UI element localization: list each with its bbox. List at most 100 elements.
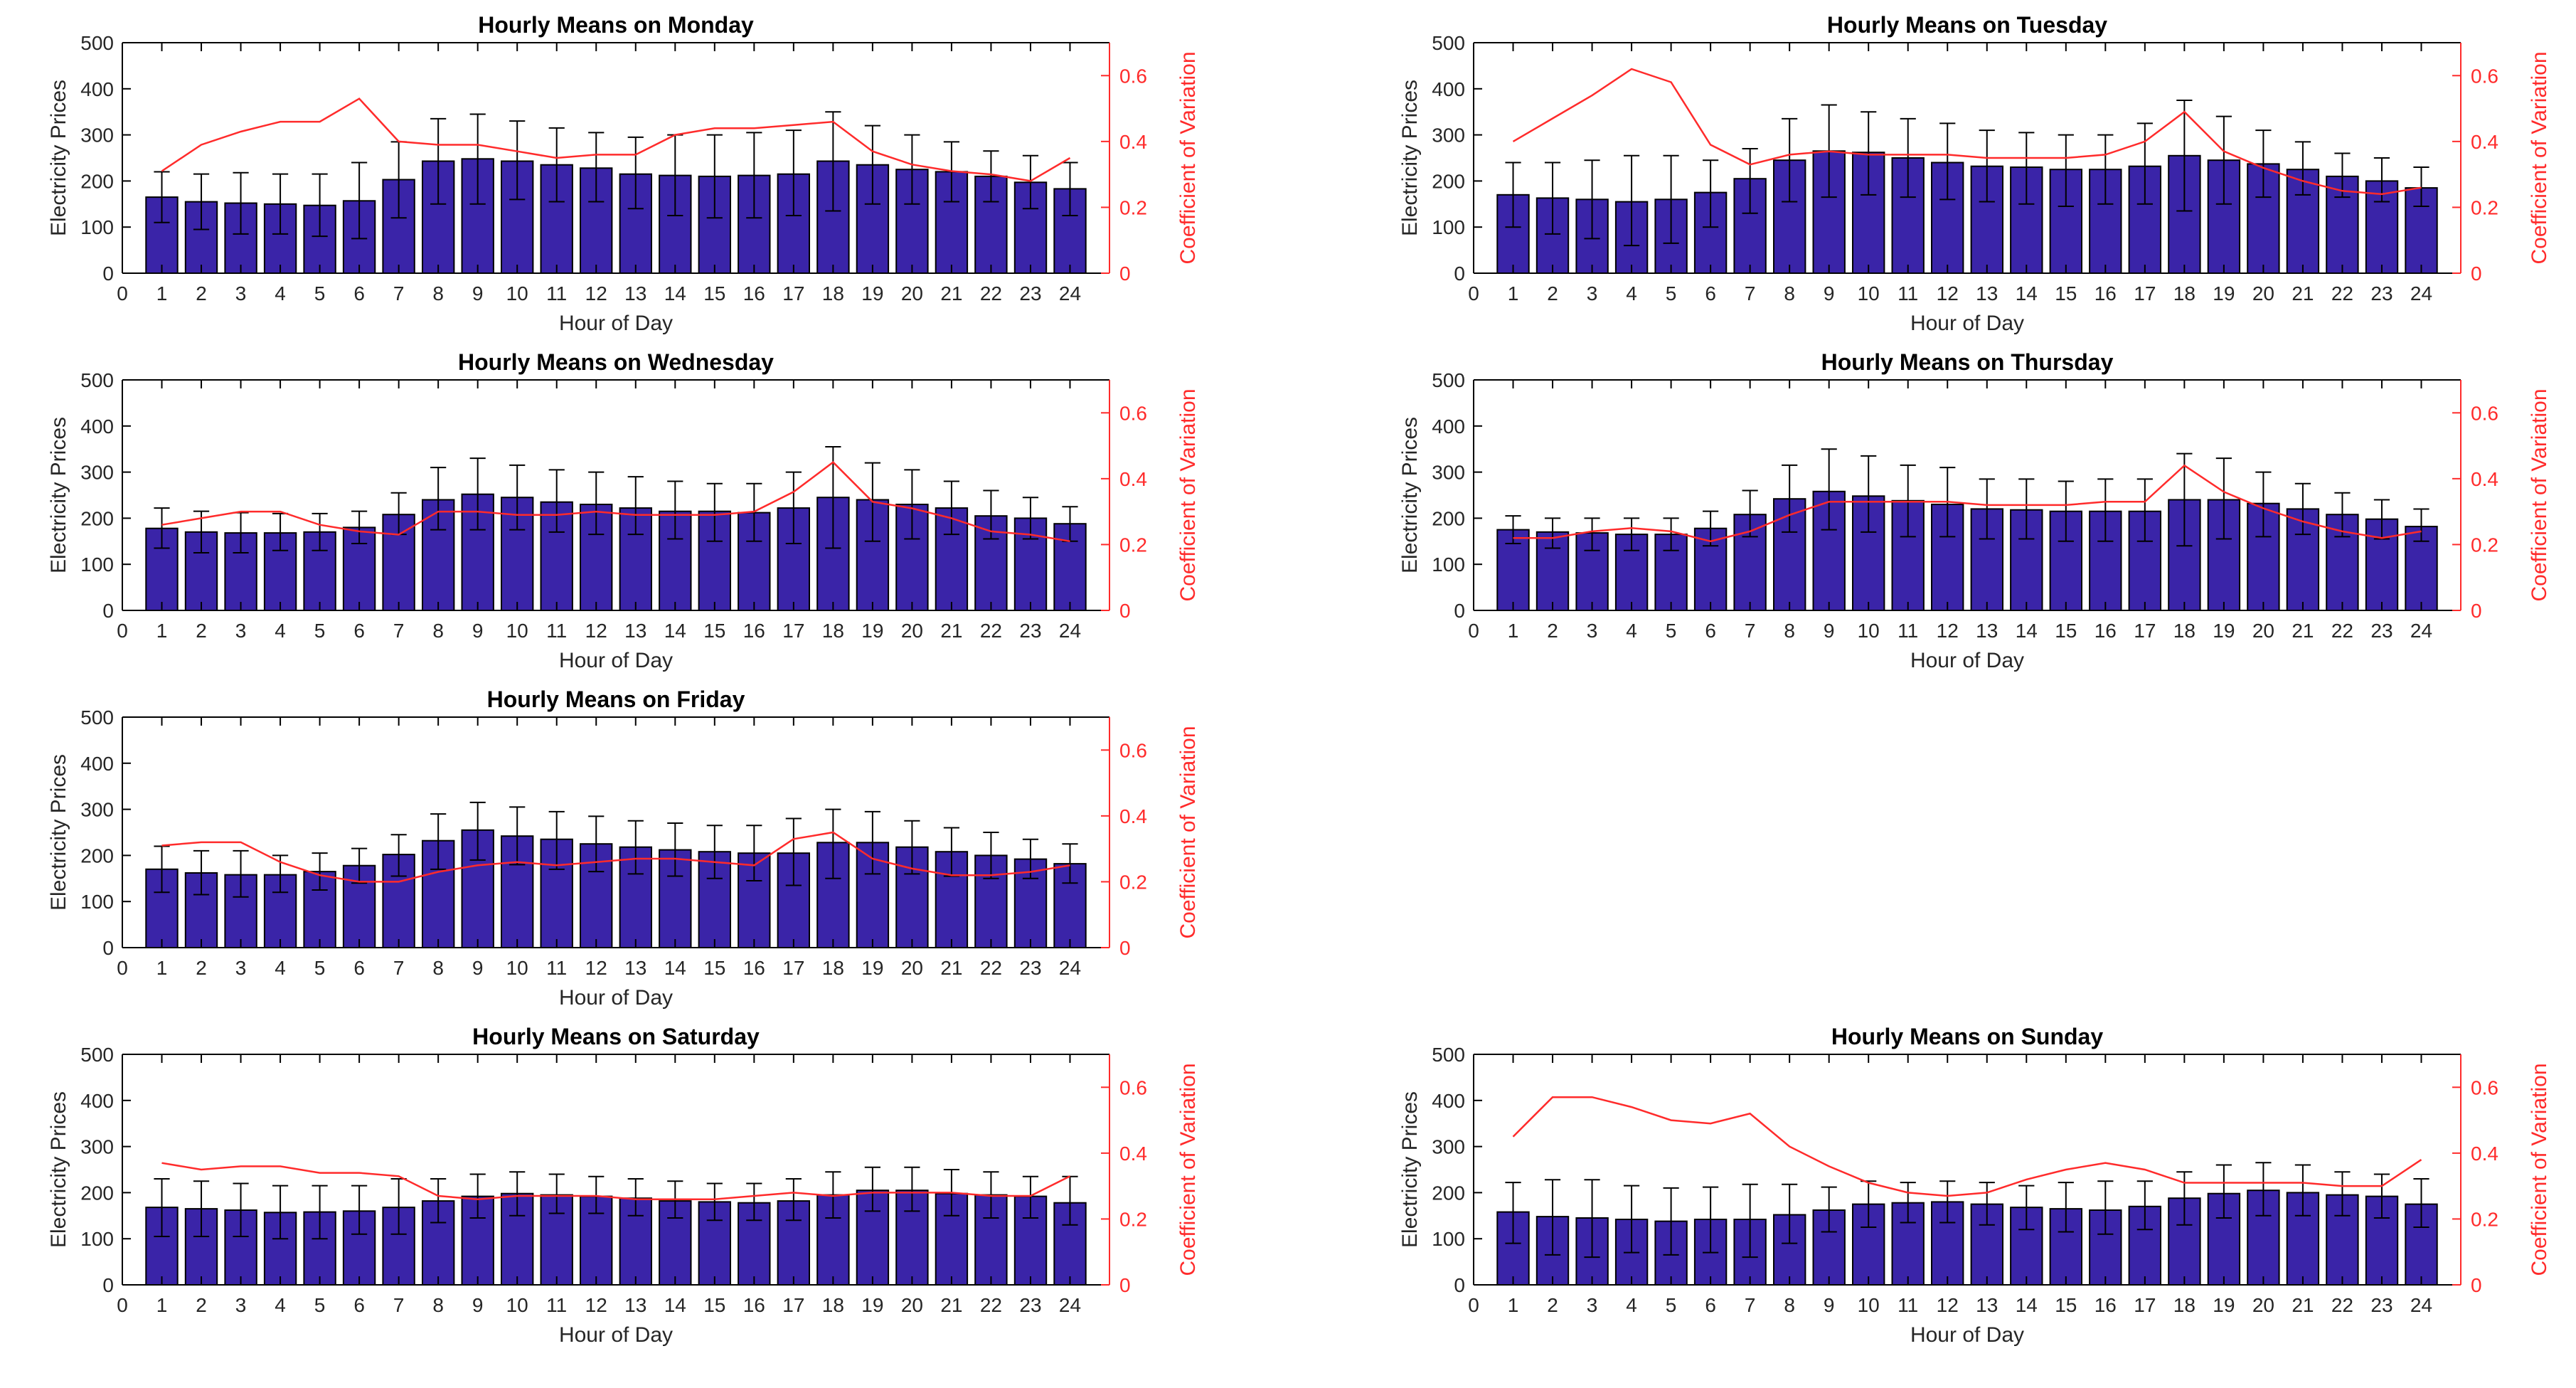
x-tick-label: 2 [196, 1294, 207, 1316]
x-tick-label: 23 [2370, 620, 2393, 642]
x-tick-label: 9 [472, 1294, 484, 1316]
cv-line [1512, 68, 2422, 196]
x-tick-label: 11 [1898, 620, 1918, 642]
y-tick-label-left: 200 [1432, 170, 1465, 192]
x-tick-label: 14 [664, 282, 686, 304]
error-bar [312, 1185, 328, 1240]
x-tick-label: 9 [1824, 620, 1835, 642]
cv-line [161, 97, 1071, 182]
x-tick-label: 20 [2252, 1294, 2274, 1316]
y-tick-label-right: 0 [1119, 600, 1131, 622]
error-bar [2176, 452, 2193, 547]
error-bar [2136, 122, 2153, 205]
x-tick-label: 7 [393, 957, 405, 979]
error-bar [627, 476, 644, 536]
y-tick-label-right: 0.6 [2471, 402, 2498, 424]
x-tick-label: 20 [2252, 620, 2274, 642]
y-tick-label-left: 500 [1432, 1044, 1465, 1066]
y-tick-label-left: 300 [80, 125, 114, 147]
x-tick-label: 9 [1824, 282, 1835, 304]
error-bar [627, 1177, 644, 1217]
error-bar [430, 467, 447, 531]
error-bar [233, 1182, 249, 1237]
y-tick-label-left: 200 [80, 170, 114, 192]
error-bar [1623, 1185, 1640, 1254]
y-tick-label-left: 400 [1432, 415, 1465, 438]
x-tick-label: 12 [585, 282, 607, 304]
y-tick-label-left: 0 [102, 600, 114, 622]
y-tick-label-left: 200 [1432, 507, 1465, 529]
error-bar [785, 129, 802, 216]
y-tick-label-left: 300 [80, 462, 114, 484]
x-tick-label: 20 [901, 620, 923, 642]
error-bar [588, 132, 605, 203]
error-bar [351, 161, 368, 240]
error-bar [312, 173, 328, 238]
x-tick-label: 16 [2095, 1294, 2117, 1316]
x-tick-label: 7 [1745, 282, 1756, 304]
x-tick-label: 7 [1745, 1294, 1756, 1316]
x-tick-label: 6 [353, 1294, 365, 1316]
chart-thursday: 0 1 2 3 4 5 6 7 8 9 10 11 12 13 14 15 16 17 18 19 20 21 22 23 24… [1398, 349, 2551, 672]
x-tick-label: 8 [432, 1294, 444, 1316]
x-tick-label: 1 [1508, 282, 1519, 304]
x-tick-label: 14 [2016, 282, 2038, 304]
error-bar [983, 150, 999, 203]
x-tick-label: 23 [2370, 282, 2393, 304]
y-tick-label-left: 400 [80, 78, 114, 100]
error-bar [390, 834, 407, 877]
error-bar [825, 445, 841, 549]
x-tick-label: 5 [314, 1294, 326, 1316]
x-tick-label: 3 [1587, 620, 1598, 642]
y-tick-label-left: 200 [1432, 1182, 1465, 1204]
x-tick-label: 19 [861, 957, 883, 979]
x-tick-label: 23 [2370, 1294, 2393, 1316]
error-bar [667, 480, 683, 540]
error-bar [588, 471, 605, 536]
x-tick-label: 3 [1587, 1294, 1598, 1316]
error-bars [1505, 100, 2429, 247]
x-tick-label: 4 [1626, 1294, 1637, 1316]
error-bar [548, 810, 565, 870]
error-bar [706, 482, 723, 542]
x-tick-label: 5 [314, 957, 326, 979]
error-bar [2018, 478, 2035, 540]
y-axis-label-right: Coefficient of Variation [2528, 51, 2551, 264]
x-tick-label: 6 [1705, 282, 1716, 304]
x-tick-label: 1 [1508, 1294, 1519, 1316]
error-bar [548, 1173, 565, 1214]
y-axis-label-right: Coefficient of Variation [2528, 1063, 2551, 1276]
x-tick-label: 7 [393, 620, 405, 642]
error-bar [1062, 161, 1078, 216]
error-bar [864, 125, 880, 205]
error-bar [1663, 517, 1679, 551]
error-bar [2058, 1182, 2074, 1233]
error-bars [154, 801, 1078, 898]
x-tick-label: 13 [624, 282, 646, 304]
error-bar [2294, 141, 2311, 196]
x-tick-label: 5 [1666, 620, 1677, 642]
y-axis-label-left: Electricity Prices [47, 417, 70, 573]
y-tick-label-left: 0 [1454, 1274, 1465, 1296]
error-bar [272, 1185, 289, 1240]
error-bar [1022, 154, 1039, 210]
x-tick-label: 4 [275, 620, 286, 642]
error-bar [312, 852, 328, 891]
x-tick-label: 13 [624, 957, 646, 979]
error-bar [233, 849, 249, 898]
error-bar [193, 849, 210, 896]
error-bar [193, 173, 210, 231]
y-tick-label-right: 0.2 [1119, 196, 1147, 218]
y-tick-label-right: 0.2 [1119, 534, 1147, 556]
y-tick-label-right: 0 [2471, 263, 2482, 285]
x-tick-label: 17 [782, 957, 804, 979]
x-tick-label: 10 [506, 620, 528, 642]
error-bar [1544, 1179, 1561, 1256]
y-tick-label-left: 100 [1432, 216, 1465, 238]
error-bar [904, 469, 920, 540]
y-tick-label-right: 0.2 [1119, 871, 1147, 893]
error-bar [2097, 134, 2114, 205]
chart-title: Hourly Means on Sunday [1831, 1024, 2103, 1049]
error-bar [2373, 1173, 2390, 1219]
cv-line [1512, 1096, 2422, 1197]
